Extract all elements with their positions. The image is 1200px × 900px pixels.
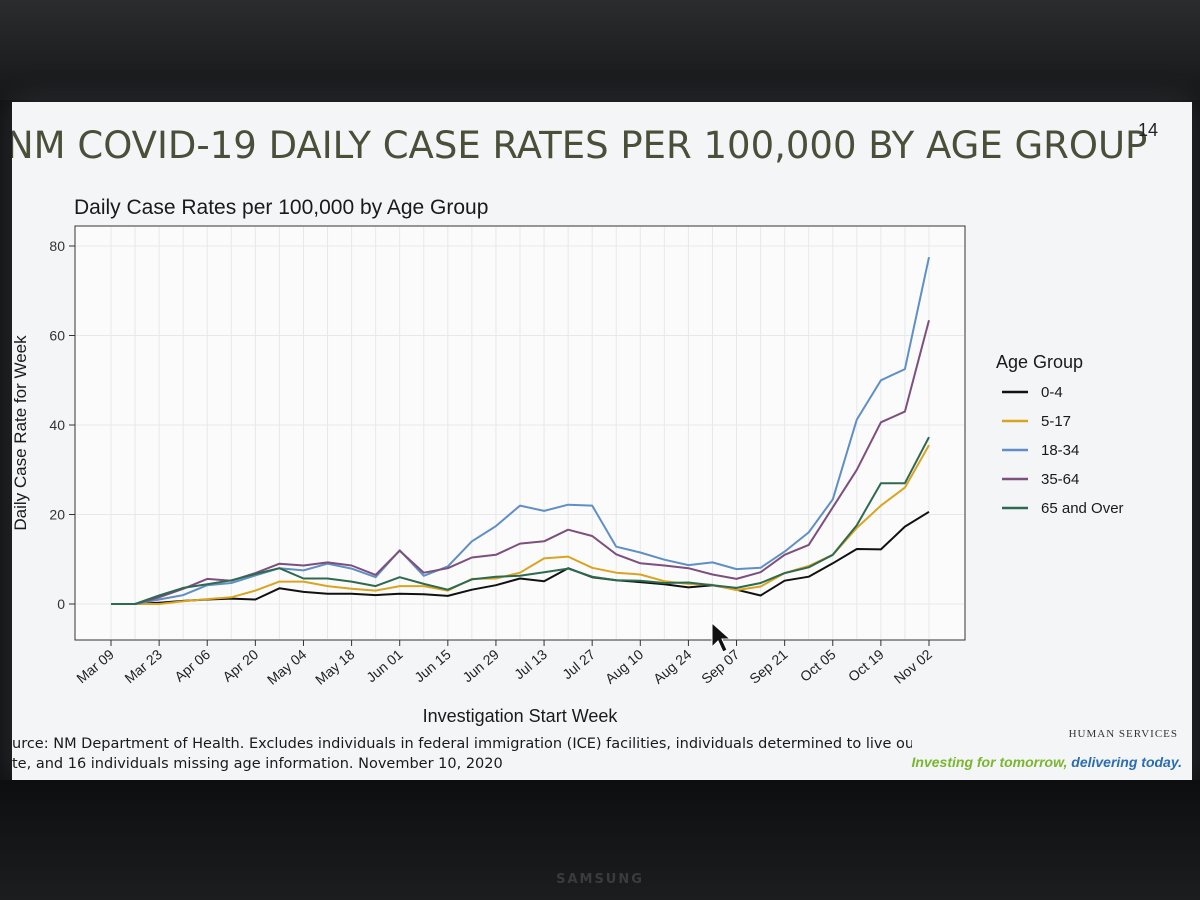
legend-label-0-4: 0-4 (1041, 384, 1063, 401)
legend: Age Group 0-4 5-17 18-34 35-64 65 and Over (996, 352, 1124, 517)
y-tick-label: 60 (49, 328, 65, 344)
x-tick-label: Aug 10 (602, 646, 646, 687)
legend-label-65-and-over: 65 and Over (1041, 500, 1124, 517)
x-tick-label: Jul 27 (559, 646, 598, 682)
slide-title: NM COVID-19 DAILY CASE RATES PER 100,000… (12, 124, 1148, 167)
source-line-1: urce: NM Department of Health. Excludes … (12, 736, 912, 752)
x-tick-label: Apr 06 (171, 646, 213, 685)
monitor-bezel-bottom (0, 780, 1200, 900)
x-tick-label: Jun 01 (363, 646, 406, 685)
x-tick-label: Oct 19 (845, 646, 887, 685)
x-tick-label: Mar 23 (121, 646, 165, 686)
source-line-2: te, and 16 individuals missing age infor… (12, 756, 503, 772)
tagline: Investing for tomorrow, delivering today… (912, 754, 1182, 770)
x-tick-label: Oct 05 (797, 646, 839, 685)
x-tick-label: May 04 (264, 646, 310, 688)
grid-lines (76, 227, 964, 639)
x-tick-label: Apr 20 (219, 646, 261, 685)
x-tick-label: Aug 24 (650, 646, 694, 687)
chart-title: Daily Case Rates per 100,000 by Age Grou… (74, 196, 488, 219)
x-tick-label: Jun 15 (411, 646, 454, 685)
tagline-part-1: Investing for tomorrow, (911, 754, 1068, 770)
y-tick-label: 80 (49, 238, 65, 254)
x-axis: Mar 09 Mar 23 Apr 06 Apr 20 May 04 May 18 Jun … (73, 640, 935, 688)
x-tick-label: Mar 09 (73, 646, 117, 686)
y-axis: 0 20 40 60 80 (49, 238, 75, 612)
legend-title: Age Group (996, 352, 1083, 372)
series-line-18-34 (111, 256, 930, 605)
presentation-slide: NM COVID-19 DAILY CASE RATES PER 100,000… (12, 102, 1192, 780)
line-chart: Daily Case Rates per 100,000 by Age Grou… (12, 196, 1124, 726)
slide-page-number: 14 (1137, 120, 1158, 140)
y-tick-label: 40 (49, 417, 65, 433)
x-tick-label: Jul 13 (511, 646, 550, 682)
series-lines (111, 256, 930, 605)
y-tick-label: 20 (49, 507, 65, 523)
x-tick-label: Sep 07 (698, 646, 742, 687)
y-axis-label: Daily Case Rate for Week (12, 335, 30, 531)
monitor-bezel-top (0, 0, 1200, 100)
legend-label-18-34: 18-34 (1041, 442, 1079, 459)
x-tick-label: Sep 21 (746, 646, 790, 687)
tagline-part-2: delivering today. (1071, 754, 1182, 770)
legend-label-35-64: 35-64 (1041, 471, 1079, 488)
source-note: urce: NM Department of Health. Excludes … (12, 734, 912, 774)
human-services-logo: HUMAN SERVICES (1068, 728, 1178, 740)
legend-label-5-17: 5-17 (1041, 413, 1071, 430)
x-axis-label: Investigation Start Week (423, 706, 619, 726)
y-tick-label: 0 (57, 596, 65, 612)
mouse-cursor-icon (711, 621, 732, 653)
x-tick-label: May 18 (312, 646, 358, 688)
series-line-65-and-over (111, 436, 930, 605)
series-line-0-4 (111, 510, 930, 605)
monitor-brand: SAMSUNG (556, 872, 644, 887)
x-tick-label: Nov 02 (891, 646, 935, 687)
x-tick-label: Jun 29 (459, 646, 502, 685)
